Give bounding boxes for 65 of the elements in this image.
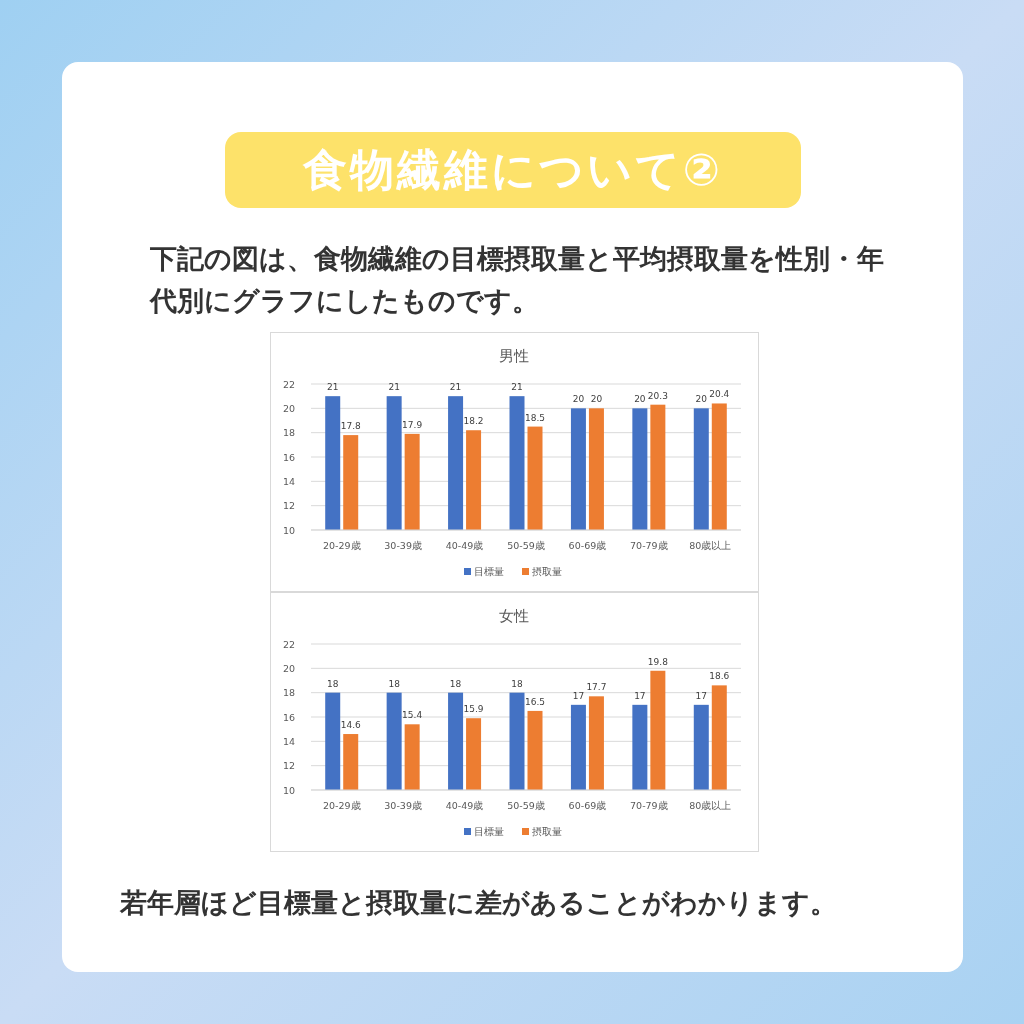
y-tick-label: 12 bbox=[282, 760, 295, 772]
x-tick-label: 50-59歳 bbox=[507, 540, 545, 551]
data-label: 19.8 bbox=[647, 656, 669, 667]
x-tick-label: 70-79歳 bbox=[630, 540, 668, 551]
data-label: 20.3 bbox=[647, 390, 668, 401]
y-tick-label: 14 bbox=[282, 735, 295, 747]
x-tick-label: 80歳以上 bbox=[689, 800, 732, 811]
data-label: 20 bbox=[590, 394, 603, 405]
x-tick-label: 40-49歳 bbox=[445, 800, 484, 811]
data-label: 15.4 bbox=[402, 710, 423, 721]
data-label: 17 bbox=[572, 690, 585, 701]
data-label: 17.8 bbox=[340, 421, 361, 432]
data-label: 18 bbox=[449, 678, 462, 689]
x-tick-label: 40-49歳 bbox=[445, 540, 484, 551]
x-tick-label: 20-29歳 bbox=[322, 800, 361, 811]
x-tick-label: 80歳以上 bbox=[689, 540, 732, 551]
y-tick-label: 12 bbox=[282, 500, 295, 512]
data-label: 21 bbox=[388, 382, 400, 393]
data-label: 20 bbox=[695, 394, 708, 405]
x-tick-label: 20-29歳 bbox=[322, 540, 361, 551]
data-label: 21 bbox=[511, 382, 523, 393]
y-tick-label: 18 bbox=[282, 427, 295, 439]
text: 下記の図は、食物繊維の目標摂取量と平均摂取量を性別・年代別にグラフにしたものです。 bbox=[150, 242, 885, 318]
x-tick-label: 60-69歳 bbox=[568, 800, 607, 811]
data-label: 18 bbox=[511, 678, 523, 689]
y-tick-label: 10 bbox=[282, 784, 295, 796]
y-tick-label: 20 bbox=[282, 402, 295, 414]
chart-title: 女性 bbox=[499, 607, 529, 625]
legend-label: 目標量 bbox=[474, 826, 504, 837]
chart-title: 男性 bbox=[499, 347, 529, 365]
text: 食物繊維について② bbox=[225, 132, 801, 208]
data-label: 17.9 bbox=[402, 419, 423, 430]
y-tick-label: 18 bbox=[282, 687, 295, 699]
x-tick-label: 60-69歳 bbox=[568, 540, 607, 551]
y-tick-label: 22 bbox=[282, 378, 295, 390]
y-tick-label: 10 bbox=[282, 524, 295, 536]
data-label: 21 bbox=[326, 382, 339, 393]
x-tick-label: 30-39歳 bbox=[384, 540, 422, 551]
data-label: 15.9 bbox=[463, 704, 484, 715]
y-tick-label: 16 bbox=[282, 451, 295, 463]
data-label: 20 bbox=[572, 394, 585, 405]
data-label: 18.2 bbox=[463, 416, 484, 427]
y-tick-label: 22 bbox=[282, 638, 295, 650]
x-tick-label: 70-79歳 bbox=[630, 800, 668, 811]
y-tick-label: 20 bbox=[282, 662, 295, 674]
data-label: 18 bbox=[326, 678, 339, 689]
x-tick-label: 30-39歳 bbox=[384, 800, 422, 811]
data-label: 20.4 bbox=[709, 389, 730, 400]
data-label: 18 bbox=[388, 678, 401, 689]
legend-label: 摂取量 bbox=[532, 566, 562, 577]
data-label: 16.5 bbox=[524, 696, 546, 707]
y-tick-label: 16 bbox=[282, 711, 295, 723]
x-tick-label: 50-59歳 bbox=[507, 800, 545, 811]
data-label: 20 bbox=[634, 394, 646, 405]
data-label: 17.7 bbox=[586, 682, 607, 693]
data-label: 14.6 bbox=[340, 720, 361, 731]
data-label: 17 bbox=[695, 690, 708, 701]
data-label: 18.5 bbox=[524, 412, 546, 423]
legend-label: 摂取量 bbox=[532, 826, 562, 837]
legend-label: 目標量 bbox=[474, 566, 504, 577]
text: 若年層ほど目標量と摂取量に差があることがわかります。 bbox=[120, 886, 838, 920]
data-label: 21 bbox=[449, 382, 462, 393]
y-tick-label: 14 bbox=[282, 475, 295, 487]
data-label: 18.6 bbox=[709, 671, 730, 682]
data-label: 17 bbox=[634, 690, 646, 701]
